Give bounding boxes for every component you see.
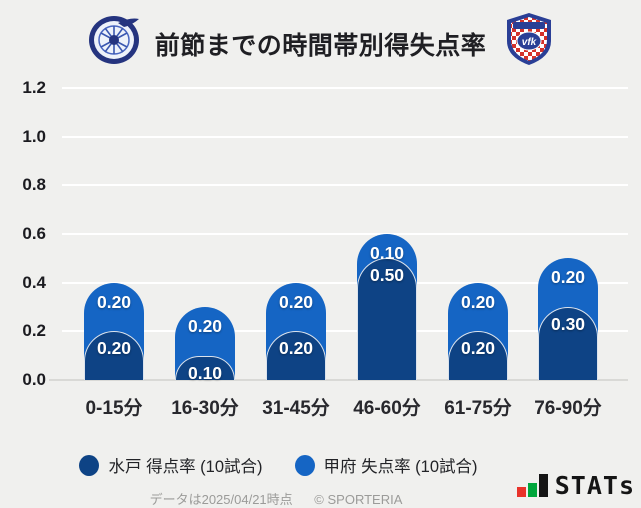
- legend-label: 甲府 失点率 (10試合): [323, 458, 478, 476]
- y-axis-tick-label: 0.8: [22, 175, 46, 195]
- x-axis-category-label: 0-15分: [85, 398, 143, 419]
- gridline: [62, 87, 628, 90]
- x-axis-category-label: 76-90分: [534, 398, 602, 419]
- footer-note: データは2025/04/21時点 © SPORTERIA: [0, 489, 556, 508]
- y-axis-tick-label: 0.2: [22, 321, 46, 341]
- value-label-mito: 0.20: [278, 338, 314, 359]
- value-label-kofu: 0.20: [96, 291, 132, 312]
- x-axis-category-label: 31-45分: [262, 398, 330, 419]
- gridline: [62, 184, 628, 187]
- gridline: [62, 281, 628, 284]
- value-label-kofu: 0.20: [550, 267, 586, 288]
- y-axis-tick-label: 1.2: [22, 78, 46, 98]
- x-axis-line: [49, 379, 628, 381]
- legend-item: 甲府 失点率 (10試合): [294, 453, 478, 477]
- bar-segment-mito-scored: [175, 355, 235, 380]
- value-label-mito: 0.30: [550, 314, 586, 334]
- ventforet-kofu-logo: vfk: [507, 13, 551, 65]
- value-label-kofu: 0.20: [460, 291, 496, 312]
- legend-label: 水戸 得点率 (10試合): [108, 458, 263, 476]
- stats-logo-text: STATs: [554, 471, 635, 500]
- value-label-kofu: 0.10: [369, 243, 405, 264]
- gridline: [62, 233, 628, 236]
- bar-segment-mito-scored: [266, 331, 326, 380]
- data-date-note: データは2025/04/21時点: [149, 492, 293, 507]
- mito-hollyhock-logo: [89, 16, 139, 64]
- legend-dot-icon: [79, 454, 100, 476]
- chart-title: 前節までの時間帯別得失点率: [154, 32, 487, 60]
- x-axis-category-label: 16-30分: [171, 398, 239, 419]
- sporteria-copyright: © SPORTERIA: [314, 492, 403, 507]
- gridline: [62, 135, 628, 138]
- y-axis-tick-label: 1.0: [22, 126, 46, 146]
- stats-logo-bars-icon: [516, 474, 548, 500]
- value-label-kofu: 0.20: [278, 291, 314, 312]
- chart-legend: 水戸 得点率 (10試合) 甲府 失点率 (10試合): [0, 453, 599, 477]
- y-axis-tick-label: 0.6: [22, 224, 46, 244]
- x-axis-category-label: 46-60分: [353, 398, 421, 419]
- value-label-kofu: 0.20: [187, 316, 223, 336]
- y-axis-tick-label: 0.0: [22, 370, 46, 389]
- value-label-mito: 0.50: [369, 265, 405, 286]
- y-axis-tick-label: 0.4: [22, 272, 46, 292]
- value-label-mito: 0.10: [187, 362, 223, 383]
- bar-segment-mito-scored: [84, 331, 144, 380]
- legend-dot-icon: [294, 454, 315, 476]
- legend-item: 水戸 得点率 (10試合): [79, 453, 263, 477]
- value-label-mito: 0.20: [460, 338, 496, 359]
- kofu-vfk-text: vfk: [522, 37, 537, 48]
- bar-segment-mito-scored: [448, 331, 508, 380]
- bar-segment-mito-scored: [357, 258, 417, 380]
- value-label-mito: 0.20: [96, 338, 132, 359]
- x-axis-category-label: 61-75分: [444, 398, 512, 419]
- stats-logo: STATs: [516, 471, 635, 500]
- bar-segment-mito-scored: [538, 307, 598, 380]
- gridline: [62, 330, 628, 333]
